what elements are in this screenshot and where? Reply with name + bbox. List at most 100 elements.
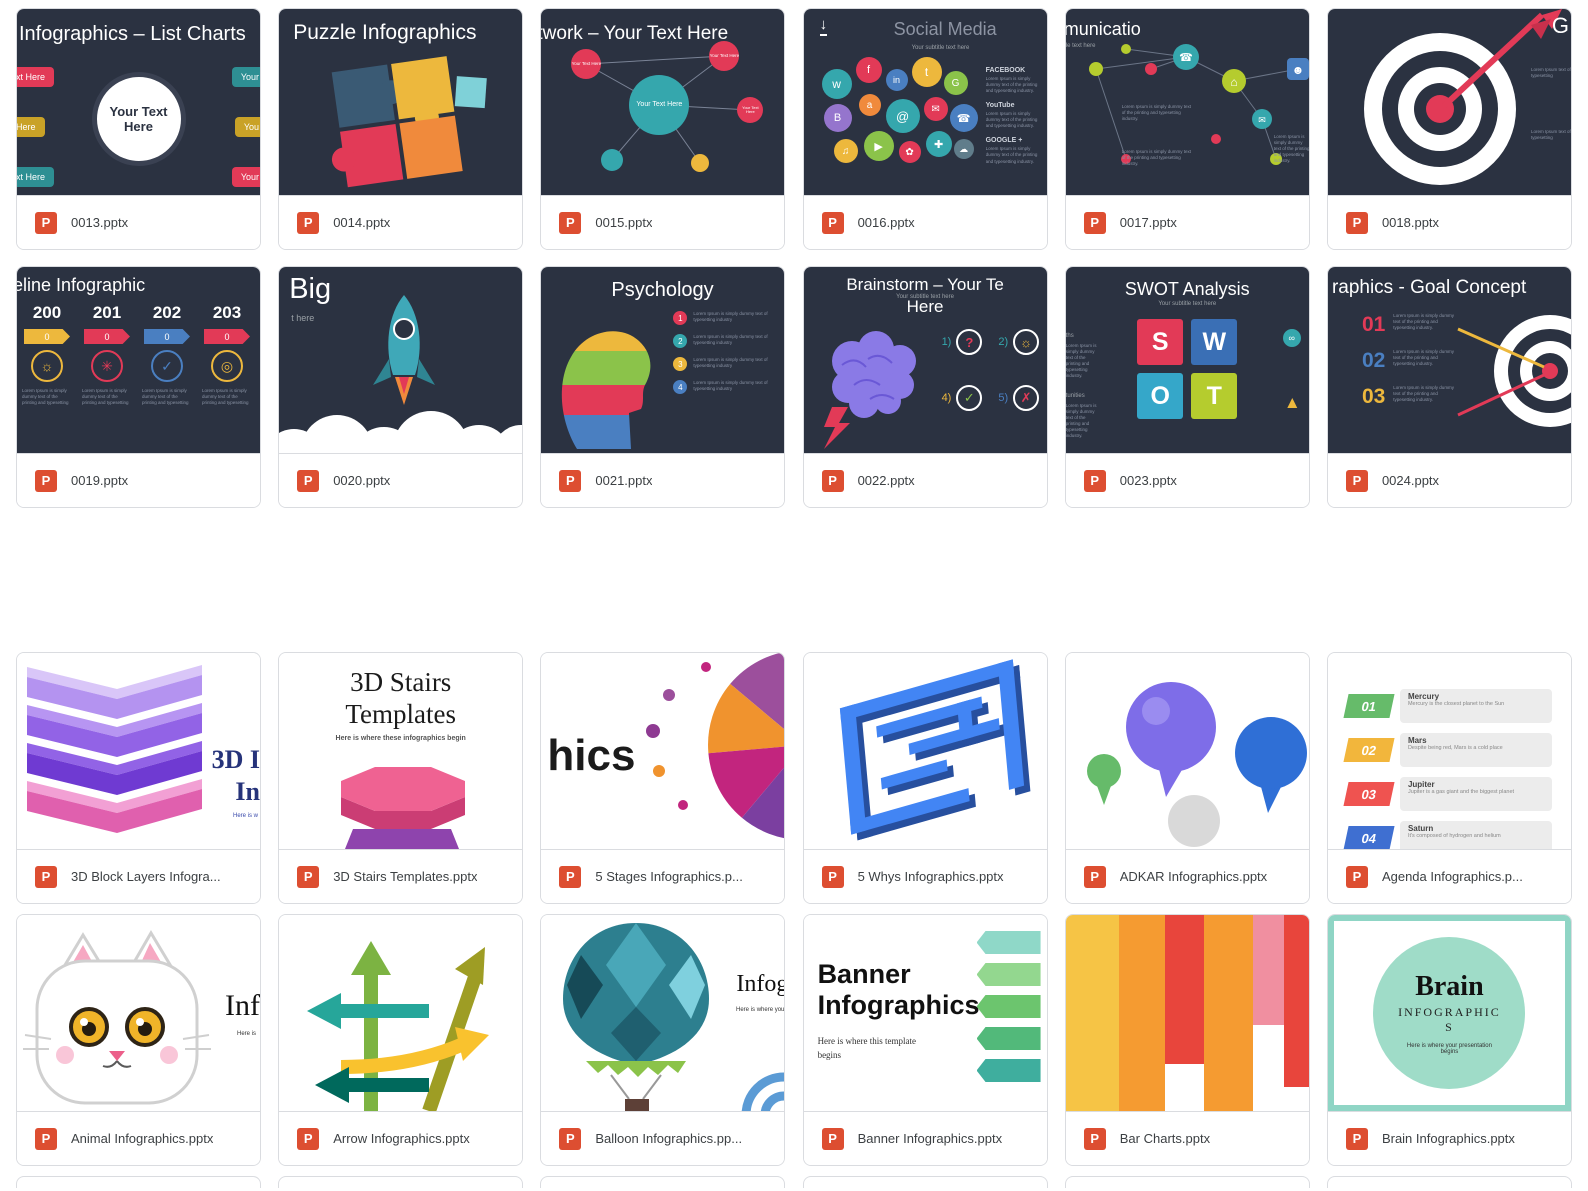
file-thumbnail <box>803 653 1047 849</box>
agenda-number: 04 <box>1343 826 1395 849</box>
file-card-partial[interactable] <box>1064 1176 1310 1188</box>
x-icon: ✗ <box>1013 385 1040 411</box>
file-card-arrow[interactable]: P Arrow Infographics.pptx <box>278 914 524 1166</box>
file-card-partial[interactable] <box>802 1176 1048 1188</box>
swot-tile-o: O <box>1137 373 1184 419</box>
powerpoint-icon: P <box>35 865 57 888</box>
agenda-number: 01 <box>1343 694 1395 718</box>
bar <box>1065 915 1120 1111</box>
file-card-banner[interactable]: Banner Infographics Here is where this t… <box>802 914 1048 1166</box>
speech-bubble: Here <box>17 117 45 137</box>
file-card-3d-block-layers[interactable]: 3D I In Here is w P 3D Block Layers Info… <box>16 652 261 904</box>
maze-illustration <box>839 659 1030 841</box>
file-card-0021[interactable]: Psychology 1 Lorem Ipsum is <box>540 266 786 508</box>
file-card-partial[interactable] <box>16 1176 261 1188</box>
file-thumbnail: G Lorem Ipsum text of typesetting Lorem … <box>1327 9 1571 195</box>
swot-tile-t: T <box>1191 373 1238 419</box>
file-label: P 0016.pptx <box>803 195 1047 249</box>
section-gap <box>16 524 1572 652</box>
file-name: 0015.pptx <box>595 215 653 230</box>
subtitle-line2: begins <box>817 1049 842 1060</box>
file-name: 0013.pptx <box>71 215 129 230</box>
body-text: Lorem Ipsum is simply dummy text of the … <box>1393 385 1455 403</box>
powerpoint-icon: P <box>1345 469 1368 492</box>
number-badge: 1 <box>673 311 688 325</box>
agenda-desc: It's composed of hydrogen and helium <box>1407 833 1501 839</box>
file-card-0017[interactable]: municatio le text here ☎ <box>1064 8 1310 250</box>
heading: FACEBOOK <box>985 67 1026 74</box>
slide-title: Infographics – List Charts <box>19 23 246 45</box>
bar <box>1165 915 1205 1064</box>
agenda-name: Mars <box>1407 736 1427 745</box>
file-card-bar-charts[interactable]: P Bar Charts.pptx <box>1064 914 1310 1166</box>
file-label: P Animal Infographics.pptx <box>17 1111 260 1165</box>
bar <box>1204 915 1253 1111</box>
powerpoint-icon: P <box>559 1127 582 1150</box>
cut-label: ths <box>1065 333 1074 339</box>
file-card-partial[interactable] <box>1326 1176 1572 1188</box>
file-label: P Banner Infographics.pptx <box>803 1111 1047 1165</box>
file-card-brain[interactable]: Brain INFOGRAPHIC S Here is where your p… <box>1326 914 1572 1166</box>
link-icon: ∞ <box>1282 329 1301 347</box>
file-card-0019[interactable]: eline Infographic 200 0 ☼ Lorem Ipsum is… <box>16 266 261 508</box>
balloon-pins-illustration <box>1086 682 1307 847</box>
file-card-0013[interactable]: Infographics – List Charts xt Here Here … <box>16 8 261 250</box>
timeline-ribbon: 0 <box>144 329 190 344</box>
file-name: 0023.pptx <box>1119 473 1177 488</box>
file-label: P 0024.pptx <box>1327 453 1571 507</box>
agenda-entry: Jupiter Jupiter is a gas giant and the b… <box>1399 777 1552 811</box>
social-icon: f <box>855 57 882 83</box>
file-card-5-whys[interactable]: P 5 Whys Infographics.pptx <box>802 652 1048 904</box>
slide-title: SWOT Analysis <box>1124 279 1250 299</box>
slide-title: raphics - Goal Concept <box>1331 277 1527 298</box>
file-card-0022[interactable]: Brainstorm – Your Te Your subtitle text … <box>802 266 1048 508</box>
powerpoint-icon: P <box>1083 211 1106 234</box>
file-label: P 0018.pptx <box>1327 195 1571 249</box>
brainstorm-item: 5) ✗ <box>998 385 1040 411</box>
powerpoint-icon: P <box>1083 865 1106 888</box>
goal-item: 02 Lorem Ipsum is simply dummy text of t… <box>1362 349 1459 373</box>
slide-title: Banner Infographics <box>818 959 980 1021</box>
file-card-0023[interactable]: SWOT Analysis Your subtitle text here S … <box>1064 266 1310 508</box>
file-card-0024[interactable]: raphics - Goal Concept 01 Lorem Ips <box>1326 266 1572 508</box>
social-icon: a <box>858 94 881 116</box>
file-card-0020[interactable]: Big t here P <box>278 266 524 508</box>
file-label: P 0015.pptx <box>541 195 785 249</box>
file-label: P 5 Whys Infographics.pptx <box>803 849 1047 903</box>
number-badge: 3 <box>673 357 688 371</box>
file-thumbnail: eline Infographic 200 0 ☼ Lorem Ipsum is… <box>17 267 260 453</box>
body-text: Lorem Ipsum is simply dummy text of type… <box>693 380 768 392</box>
banner-tag <box>976 1059 1041 1082</box>
file-card-partial[interactable] <box>540 1176 786 1188</box>
body-text: Lorem Ipsum is simply dummy text of the … <box>1121 104 1192 122</box>
speech-bubble: You <box>234 117 260 137</box>
item-number: 4) <box>941 392 952 404</box>
powerpoint-icon: P <box>297 865 320 888</box>
file-name: 3D Stairs Templates.pptx <box>333 869 478 884</box>
file-card-animal[interactable]: Inf Here is P Animal Infographics.pptx <box>16 914 261 1166</box>
3d-layers-illustration <box>27 665 202 833</box>
goal-item: 03 Lorem Ipsum is simply dummy text of t… <box>1362 385 1459 409</box>
file-card-balloon[interactable]: Infog Here is where you P Balloon Infogr… <box>540 914 786 1166</box>
file-card-partial[interactable] <box>278 1176 524 1188</box>
file-card-adkar[interactable]: P ADKAR Infographics.pptx <box>1064 652 1310 904</box>
brainstorm-item: 2) ☼ <box>998 329 1040 355</box>
file-name: 3D Block Layers Infogra... <box>71 869 221 884</box>
file-card-agenda[interactable]: 01 Mercury Mercury is the closest planet… <box>1326 652 1572 904</box>
timeline-ribbon: 0 <box>84 329 130 344</box>
file-thumbnail: municatio le text here ☎ <box>1065 9 1309 195</box>
svg-text:☎: ☎ <box>1179 52 1193 64</box>
agenda-entry: Saturn It's composed of hydrogen and hel… <box>1399 821 1552 849</box>
file-card-0018[interactable]: G Lorem Ipsum text of typesetting Lorem … <box>1326 8 1572 250</box>
brain-circle: Brain INFOGRAPHIC S Here is where your p… <box>1373 937 1526 1089</box>
file-card-0015[interactable]: twork – Your Text Here Your Text Here Yo… <box>540 8 786 250</box>
file-label: P 0022.pptx <box>803 453 1047 507</box>
file-card-0014[interactable]: Puzzle Infographics <box>278 8 524 250</box>
file-card-0016[interactable]: ↓ Social Media Your subtitle text here w… <box>802 8 1048 250</box>
file-thumbnail <box>279 915 523 1111</box>
brainstorm-item: 4) ✓ <box>942 385 983 411</box>
file-card-5-stages[interactable]: hics P 5 Stages Infogra <box>540 652 786 904</box>
file-card-3d-stairs[interactable]: 3D Stairs Templates Here is where these … <box>278 652 524 904</box>
powerpoint-icon: P <box>35 1127 57 1150</box>
body-text: Lorem Ipsum text of typesetting <box>1530 67 1571 79</box>
